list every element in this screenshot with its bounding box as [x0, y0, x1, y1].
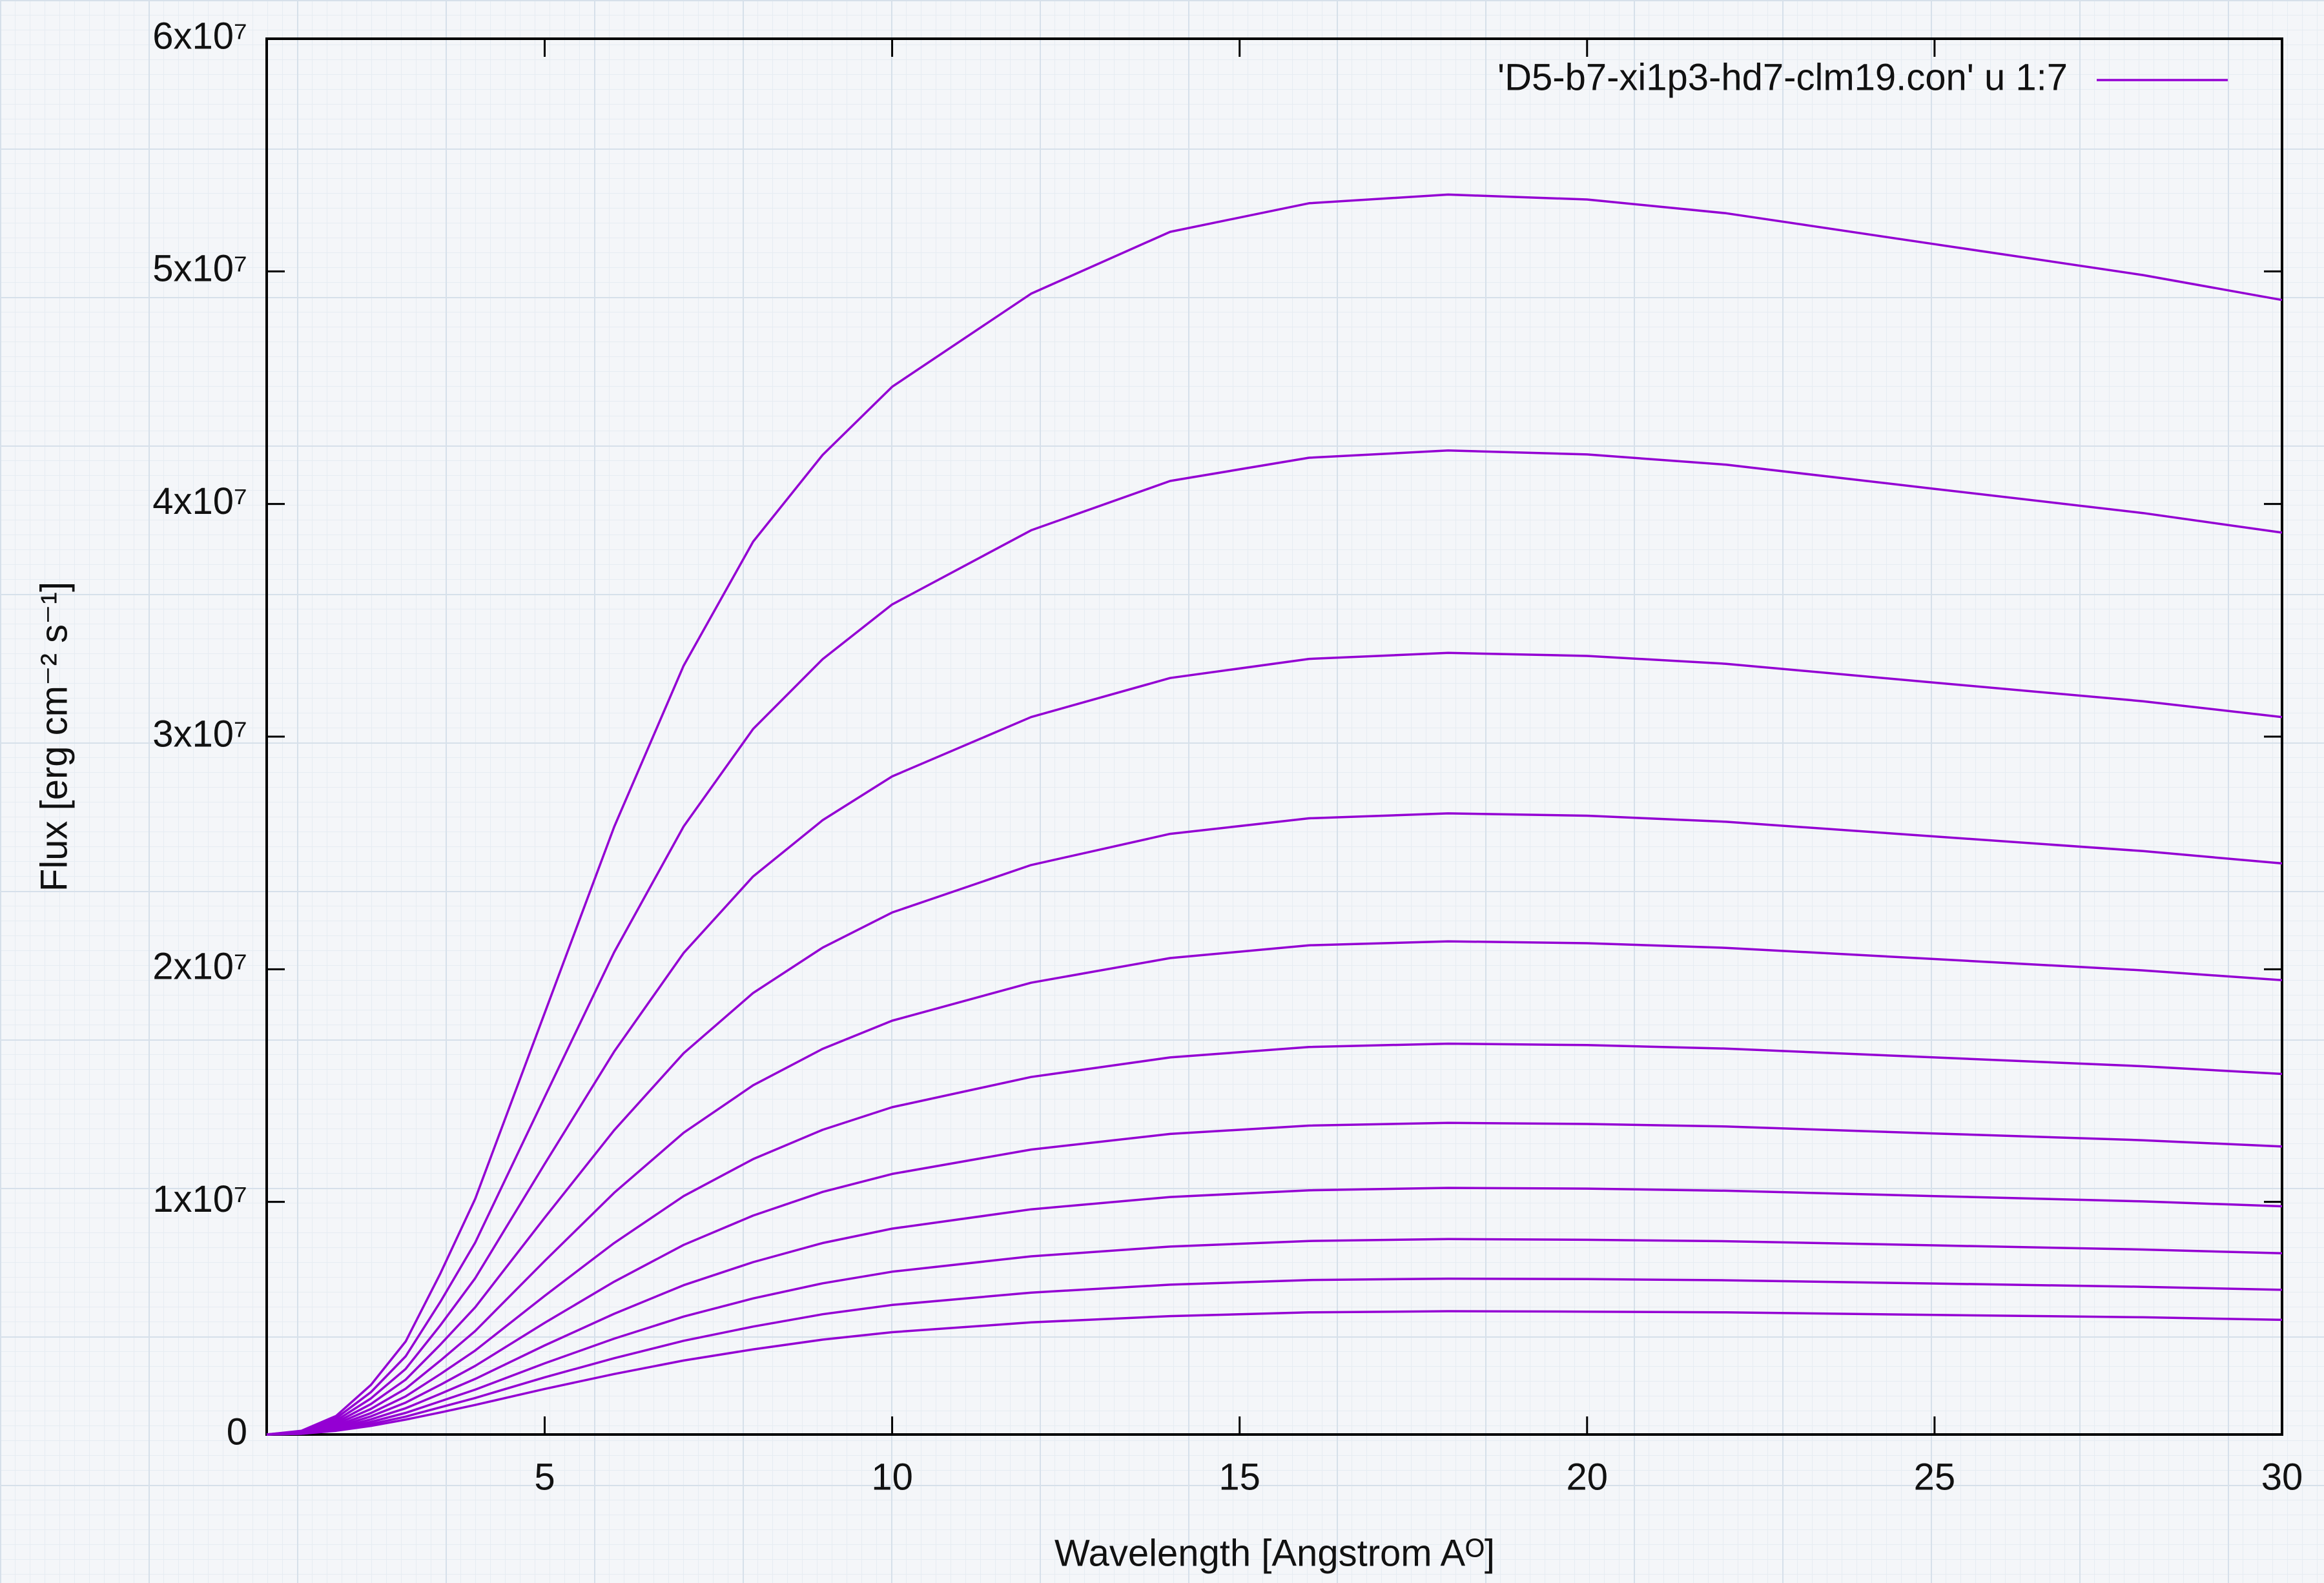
x-tick-label: 20: [1567, 1456, 1609, 1498]
series-line: [266, 1121, 2283, 1436]
y-axis-label: Flux [erg cm⁻² s⁻¹]: [33, 582, 75, 892]
series-line: [266, 1238, 2283, 1436]
series-line: [266, 1277, 2283, 1436]
series-line: [266, 1310, 2283, 1436]
plot-frame: [265, 37, 2283, 1436]
y-tick-label: 6x10⁷: [152, 15, 247, 57]
y-tick-label: 4x10⁷: [152, 480, 247, 522]
x-tick-label: 5: [534, 1456, 555, 1498]
x-tick-label: 25: [1914, 1456, 1956, 1498]
y-tick-label: 3x10⁷: [152, 713, 247, 755]
y-tick-label: 1x10⁷: [152, 1178, 247, 1220]
x-tick-label: 15: [1219, 1456, 1260, 1498]
series-line: [266, 940, 2283, 1436]
x-axis-label: Wavelength [Angstrom Aᴼ]: [1054, 1532, 1495, 1574]
y-tick-label: 2x10⁷: [152, 946, 247, 988]
y-tick-label: 0: [227, 1411, 247, 1453]
series-line: [266, 1042, 2283, 1436]
series-line: [266, 1187, 2283, 1436]
series-line: [266, 193, 2283, 1436]
x-tick-label: 10: [871, 1456, 913, 1498]
series-line: [266, 449, 2283, 1436]
y-tick-label: 5x10⁷: [152, 248, 247, 290]
legend-label: 'D5-b7-xi1p3-hd7-clm19.con' u 1:7: [1497, 56, 2068, 98]
x-tick-label: 30: [2261, 1456, 2303, 1498]
series-line: [266, 651, 2283, 1436]
series-line: [266, 812, 2283, 1436]
